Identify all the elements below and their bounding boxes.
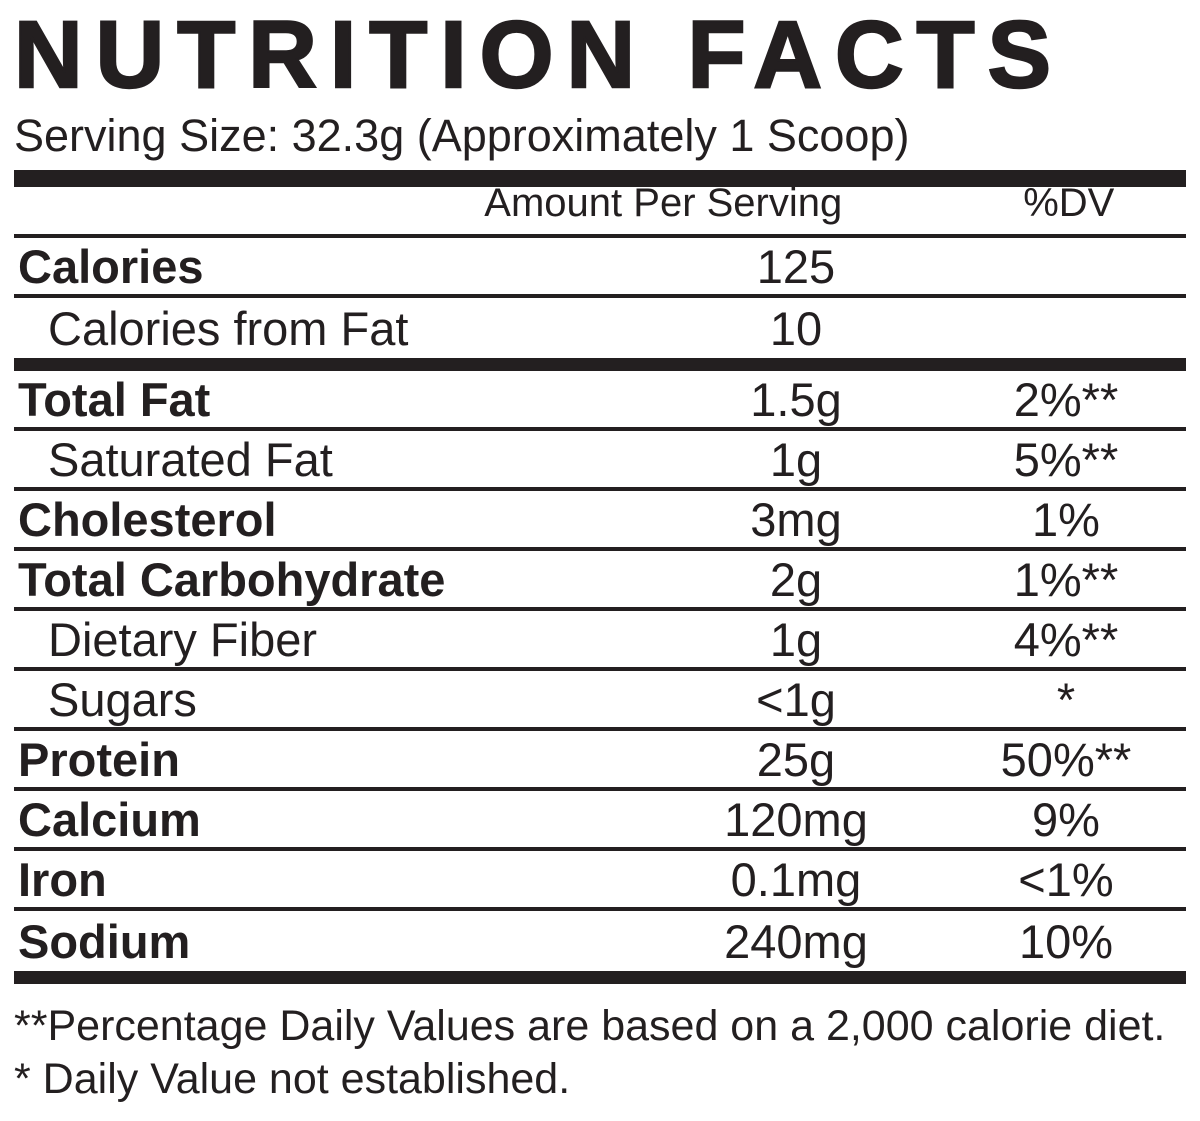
nutrient-name: Protein: [18, 732, 180, 786]
nutrient-dv: *: [1056, 672, 1076, 726]
serving-size-text: Serving Size: 32.3g (Approximately 1 Sco…: [14, 110, 910, 162]
nutrient-row: Sugars <1g *: [14, 671, 1186, 732]
nutrient-name: Cholesterol: [18, 492, 277, 546]
column-header-row: Amount Per Serving %DV: [14, 181, 1186, 239]
nutrient-row: Total Fat 1.5g 2%**: [14, 371, 1186, 432]
footnote-daily-values: **Percentage Daily Values are based on a…: [14, 1002, 1166, 1051]
nutrient-amount: 125: [756, 239, 836, 293]
section-divider-bar: [14, 358, 1186, 372]
nutrient-amount: 25g: [756, 732, 836, 786]
nutrient-name: Total Carbohydrate: [18, 552, 446, 606]
footnote-dv-not-established: * Daily Value not established.: [14, 1054, 571, 1103]
nutrient-amount: 240mg: [724, 914, 868, 968]
nutrient-row: Iron 0.1mg <1%: [14, 851, 1186, 912]
nutrient-name: Saturated Fat: [48, 432, 333, 486]
nutrient-amount: 1g: [769, 432, 823, 486]
nutrient-name: Sodium: [18, 914, 191, 968]
nutrient-amount: 10: [769, 301, 823, 355]
nutrient-dv: <1%: [1018, 852, 1114, 906]
nutrient-amount: 3mg: [750, 492, 842, 546]
nutrient-dv: 10%: [1018, 914, 1114, 968]
nutrient-dv: 5%**: [1013, 432, 1119, 486]
nutrient-dv: 1%**: [1013, 552, 1119, 606]
percent-dv-header: %DV: [1023, 181, 1115, 226]
nutrient-row: Total Carbohydrate 2g 1%**: [14, 551, 1186, 612]
nutrient-name: Total Fat: [18, 372, 211, 426]
amount-per-serving-header: Amount Per Serving: [484, 181, 843, 226]
nutrient-row: Protein 25g 50%**: [14, 731, 1186, 792]
nutrient-amount: 1g: [769, 612, 823, 666]
top-divider-bar: [14, 170, 1186, 188]
footnotes: **Percentage Daily Values are based on a…: [14, 1000, 1186, 1105]
nutrient-row: Calcium 120mg 9%: [14, 791, 1186, 852]
nutrient-amount: <1g: [756, 672, 836, 726]
nutrient-name: Sugars: [48, 672, 197, 726]
nutrient-row: Calories 125: [14, 238, 1186, 299]
nutrient-row: Cholesterol 3mg 1%: [14, 491, 1186, 552]
nutrient-row: Saturated Fat 1g 5%**: [14, 431, 1186, 492]
nutrient-row: Calories from Fat 10: [14, 298, 1186, 358]
section-divider-bar: [14, 971, 1186, 985]
nutrient-dv: 50%**: [1000, 732, 1132, 786]
nutrient-name: Calories: [18, 239, 204, 293]
nutrient-dv: 1%: [1032, 492, 1100, 546]
nutrient-amount: 120mg: [724, 792, 868, 846]
nutrient-name: Dietary Fiber: [48, 612, 318, 666]
label-title: NUTRITION FACTS: [13, 2, 1064, 108]
nutrition-rows: Calories 125 Calories from Fat 10 Total …: [14, 238, 1186, 985]
nutrient-name: Calcium: [18, 792, 201, 846]
nutrient-dv: 4%**: [1013, 612, 1119, 666]
nutrient-amount: 0.1mg: [730, 852, 862, 906]
nutrient-dv: 2%**: [1013, 372, 1119, 426]
nutrient-row: Dietary Fiber 1g 4%**: [14, 611, 1186, 672]
nutrient-dv: 9%: [1032, 792, 1100, 846]
nutrient-name: Iron: [18, 852, 107, 906]
nutrient-name: Calories from Fat: [48, 301, 409, 355]
nutrient-row: Sodium 240mg 10%: [14, 911, 1186, 971]
nutrient-amount: 1.5g: [750, 372, 842, 426]
nutrient-amount: 2g: [769, 552, 823, 606]
